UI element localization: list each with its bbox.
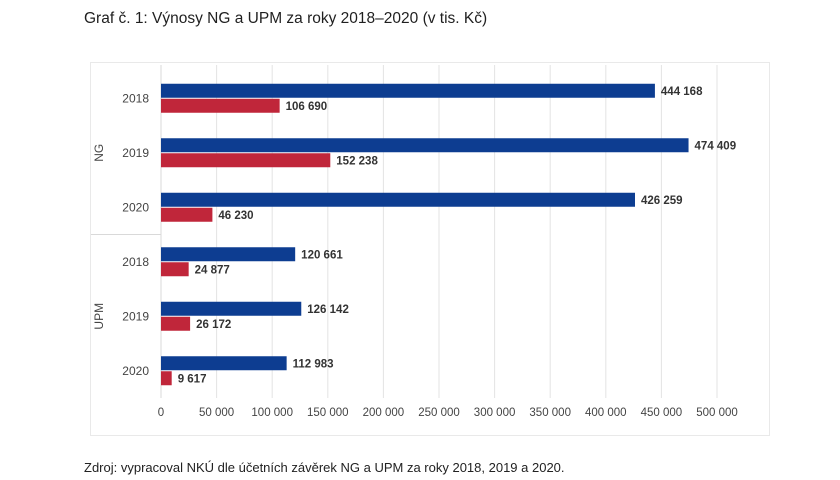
x-tick-label: 100 000 [251,407,293,419]
data-label: 152 238 [336,155,378,167]
x-tick-label: 50 000 [199,407,234,419]
bar-own [161,316,191,331]
x-tick-label: 450 000 [641,407,683,419]
data-label: 120 661 [301,249,343,261]
x-tick-label: 300 000 [474,407,516,419]
bar-total [161,83,655,98]
bar-total [161,138,689,153]
bar-own [161,207,213,222]
category-label: 2018 [122,255,149,269]
group-label: UPM [92,303,106,330]
data-label: 26 172 [196,319,231,331]
x-tick-label: 200 000 [363,407,405,419]
category-label: 2019 [122,146,149,160]
bar-own [161,98,280,113]
data-label: 24 877 [195,264,230,276]
bar-total [161,192,635,207]
x-tick-label: 250 000 [418,407,460,419]
bar-own [161,153,331,168]
x-tick-label: 500 000 [696,407,738,419]
group-label: NG [92,144,106,162]
data-label: 426 259 [641,195,683,207]
data-label: 46 230 [218,210,253,222]
category-label: 2020 [122,200,149,214]
category-label: 2019 [122,309,149,323]
bar-own [161,371,172,386]
x-tick-label: 150 000 [307,407,349,419]
x-tick-label: 0 [158,407,164,419]
bar-own [161,262,189,277]
data-label: 474 409 [695,140,737,152]
bar-total [161,301,302,316]
bar-chart: 2018 444 168 106 690 2019 474 409 152 238 2020… [91,65,738,419]
chart-area: 2018 444 168 106 690 2019 474 409 152 238 2020… [90,62,770,436]
data-label: 106 690 [286,101,328,113]
category-label: 2020 [122,364,149,378]
bar-total [161,247,296,262]
chart-title: Graf č. 1: Výnosy NG a UPM za roky 2018–… [84,10,488,27]
bar-total [161,356,287,371]
x-tick-label: 350 000 [529,407,571,419]
x-tick-label: 400 000 [585,407,627,419]
source-note: Zdroj: vypracoval NKÚ dle účetních závěr… [84,460,565,475]
data-label: 9 617 [178,373,207,385]
data-label: 444 168 [661,86,703,98]
data-label: 126 142 [307,304,349,316]
data-label: 112 983 [293,358,334,370]
category-label: 2018 [122,91,149,105]
